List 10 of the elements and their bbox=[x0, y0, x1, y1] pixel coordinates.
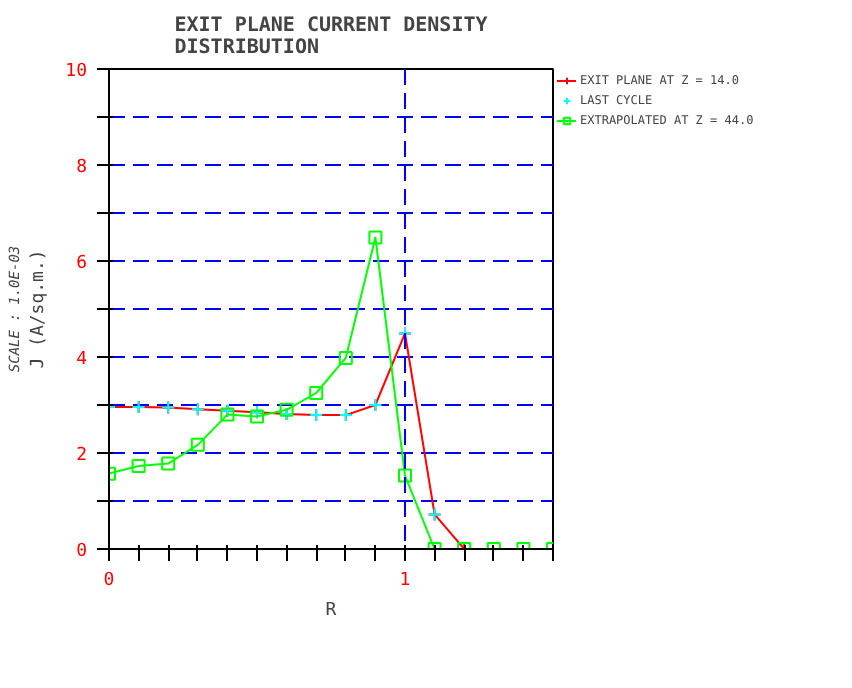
y-tick-label: 2 bbox=[76, 446, 88, 466]
y-tick-label: 4 bbox=[76, 350, 88, 370]
y-tick-label: 8 bbox=[76, 158, 88, 178]
chart-title: EXIT PLANE CURRENT DENSITY DISTRIBUTION bbox=[174, 15, 488, 59]
y-tick-label: 10 bbox=[65, 62, 88, 82]
y-axis-title: J (A/sq.m.) bbox=[29, 249, 50, 369]
y-tick-label: 0 bbox=[76, 542, 88, 562]
x-tick-label: 1 bbox=[399, 571, 411, 591]
y-tick-label: 6 bbox=[76, 254, 88, 274]
x-axis-title: R bbox=[325, 601, 338, 621]
